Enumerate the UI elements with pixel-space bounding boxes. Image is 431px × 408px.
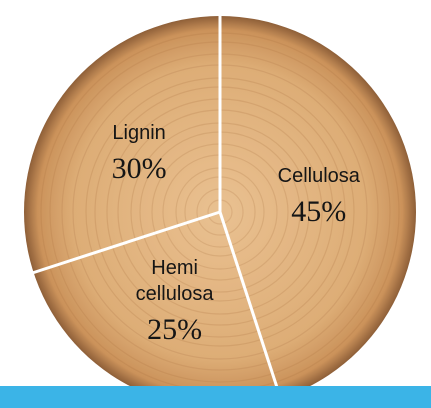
slice-separator bbox=[16, 210, 221, 280]
pie-slice bbox=[23, 16, 220, 273]
slice-separator bbox=[218, 211, 286, 408]
slice-label: Hemi cellulosa 25% bbox=[136, 255, 214, 347]
category-label: Cellulosa bbox=[277, 165, 360, 188]
pie-slice bbox=[33, 212, 281, 408]
bottom-bar bbox=[0, 386, 431, 408]
value-label: 45% bbox=[291, 195, 347, 229]
value-label: 30% bbox=[111, 152, 167, 186]
slice-label: Lignin 30% bbox=[112, 120, 167, 186]
value-label: 25% bbox=[147, 313, 203, 347]
category-label: Hemi cellulosa bbox=[135, 257, 214, 306]
slice-label: Cellulosa 45% bbox=[278, 163, 360, 229]
pie-slice bbox=[220, 16, 416, 399]
category-label: Lignin bbox=[112, 122, 166, 145]
